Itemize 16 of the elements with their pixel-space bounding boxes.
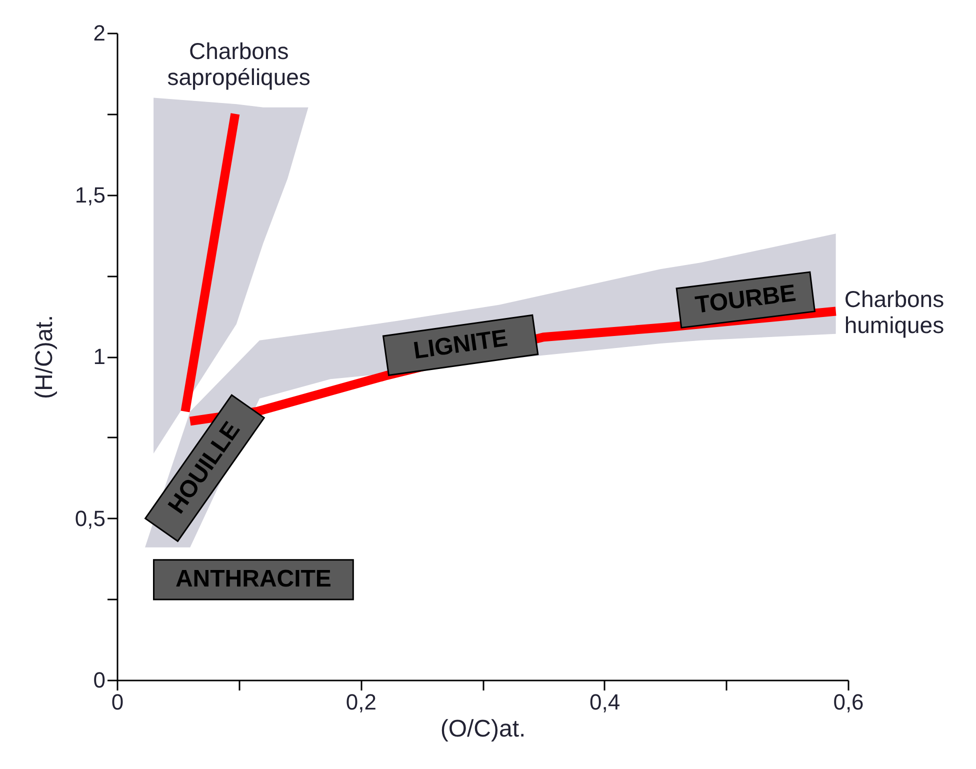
x-tick-label: 0 <box>111 690 124 714</box>
y-tick-label: 1 <box>93 344 106 369</box>
annotation: Charbons humiques <box>844 286 944 338</box>
y-tick-label: 0,5 <box>74 506 106 531</box>
annotation: Charbons sapropéliques <box>167 38 310 90</box>
x-tick-label: 0,2 <box>346 690 376 714</box>
x-tick-label: 0,6 <box>833 690 864 714</box>
y-tick-label: 1,5 <box>74 182 106 208</box>
y-axis-title: (H/C)at. <box>30 315 58 399</box>
y-tick-label: 0 <box>93 668 106 692</box>
annotation: TOURBE <box>694 280 798 319</box>
annotation: LIGNITE <box>412 324 510 365</box>
y-tick-label: 2 <box>93 20 106 46</box>
x-axis-title: (O/C)at. <box>440 716 526 742</box>
x-tick-label: 0,4 <box>590 690 620 714</box>
annotation: ANTHRACITE <box>175 566 332 593</box>
